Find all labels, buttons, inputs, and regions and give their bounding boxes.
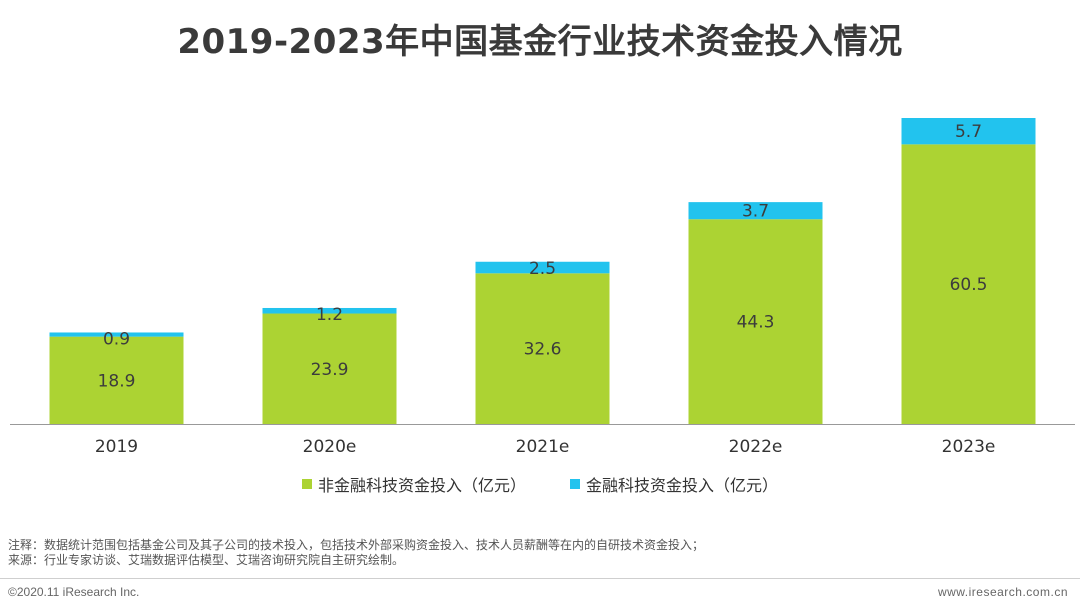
data-label-non-fintech: 18.9 (98, 371, 136, 391)
chart-title: 2019-2023年中国基金行业技术资金投入情况 (177, 22, 903, 62)
data-label-fintech: 0.9 (103, 329, 130, 349)
data-label-fintech: 1.2 (316, 305, 343, 325)
data-label-fintech: 3.7 (742, 202, 769, 222)
source-line: 来源：行业专家访谈、艾瑞数据评估模型、艾瑞咨询研究院自主研究绘制。 (8, 553, 405, 567)
x-tick-label: 2021e (516, 437, 570, 457)
data-label-non-fintech: 60.5 (950, 275, 988, 295)
legend-item-non-fintech: 非金融科技资金投入（亿元） (301, 472, 526, 496)
bar-non-fintech-2023e (901, 144, 1036, 425)
chart-legend: 非金融科技资金投入（亿元） 金融科技资金投入（亿元） (0, 472, 1080, 496)
bar-fintech-2022e (688, 202, 823, 220)
data-label-fintech: 5.7 (955, 122, 982, 142)
legend-swatch-non-fintech (301, 479, 312, 489)
footer-copyright: ©2020.11 iResearch Inc. (8, 585, 140, 599)
x-tick-label: 2022e (729, 437, 783, 457)
legend-label-non-fintech: 非金融科技资金投入（亿元） (317, 476, 526, 495)
footer-website[interactable]: www.iresearch.com.cn (937, 585, 1068, 599)
legend-swatch-fintech (570, 479, 580, 489)
note-line: 注释：数据统计范围包括基金公司及其子公司的技术投入，包括技术外部采购资金投入、技… (8, 538, 705, 552)
bar-fintech-2023e (901, 118, 1036, 145)
x-tick-label: 2023e (942, 437, 996, 457)
x-tick-label: 2020e (303, 437, 357, 457)
bar-non-fintech-2020e (262, 313, 397, 424)
bar-fintech-2020e (262, 307, 397, 314)
x-tick-label: 2019 (95, 437, 138, 457)
notes-block: 注释：数据统计范围包括基金公司及其子公司的技术投入，包括技术外部采购资金投入、技… (8, 538, 704, 568)
legend-item-fintech: 金融科技资金投入（亿元） (570, 472, 778, 496)
data-label-non-fintech: 44.3 (737, 313, 775, 333)
footer-divider (0, 578, 1080, 579)
bar-fintech-2019 (49, 332, 184, 337)
bar-non-fintech-2019 (49, 336, 184, 424)
data-label-non-fintech: 23.9 (311, 360, 349, 380)
data-label-non-fintech: 32.6 (524, 340, 562, 360)
data-label-fintech: 2.5 (529, 259, 556, 279)
bar-non-fintech-2021e (475, 273, 610, 424)
bar-non-fintech-2022e (688, 219, 823, 424)
bar-fintech-2021e (475, 261, 610, 274)
legend-label-fintech: 金融科技资金投入（亿元） (586, 476, 779, 495)
